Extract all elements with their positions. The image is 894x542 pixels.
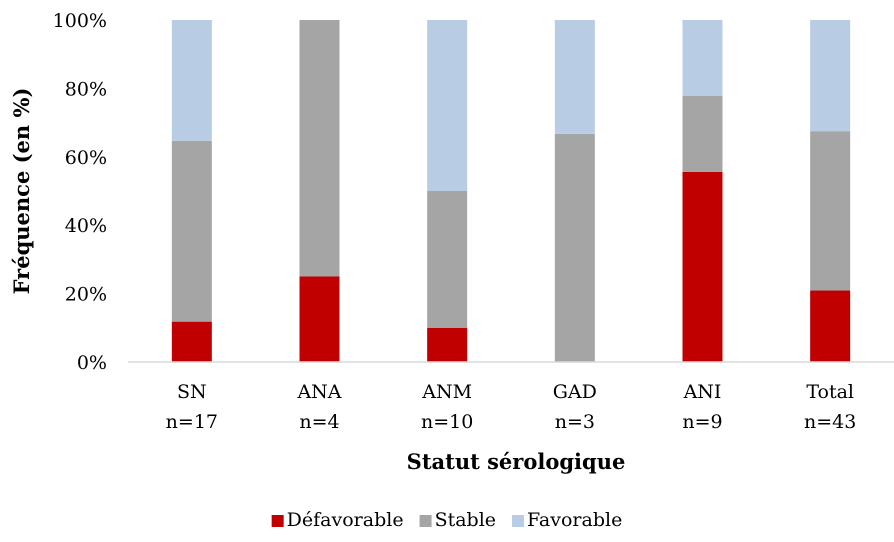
legend-label: Favorable (527, 509, 622, 531)
x-axis-title: Statut sérologique (407, 449, 626, 474)
bar-segment-favorable (682, 20, 723, 96)
x-category-label: ANI (683, 381, 722, 403)
legend-item: Défavorable (271, 509, 404, 531)
legend: Défavorable Stable Favorable (271, 509, 622, 531)
y-tick-label: 0% (77, 352, 107, 374)
bar-segment-stable (299, 20, 340, 277)
x-category-count: n=3 (555, 411, 595, 433)
bar-segment-stable (810, 131, 851, 291)
x-category-count: n=4 (299, 411, 339, 433)
bar-segment-favorable (171, 20, 212, 141)
bar-segment-d-favorable (810, 290, 851, 362)
x-category-count: n=17 (166, 411, 218, 433)
x-category-count: n=10 (421, 411, 473, 433)
bar-segment-stable (171, 140, 212, 322)
x-category-label: ANM (421, 381, 472, 403)
bar-segment-favorable (427, 20, 468, 191)
legend-label: Défavorable (287, 509, 404, 531)
y-tick-label: 20% (65, 284, 107, 306)
legend-item: Favorable (512, 509, 622, 531)
x-axis-ticks: SN n=17 ANA n=4 ANM n=10 GAD n=3 ANI n=9 Total n=43 (166, 381, 857, 433)
legend-item: Stable (419, 509, 496, 531)
bar-segment-favorable (810, 20, 851, 132)
y-tick-label: 100% (53, 10, 107, 32)
x-category-count: n=9 (682, 411, 722, 433)
y-tick-label: 60% (65, 147, 107, 169)
bar-segment-d-favorable (299, 276, 340, 362)
bar-segment-d-favorable (171, 321, 212, 362)
bars (171, 20, 851, 362)
y-axis-title: Fréquence (en %) (9, 88, 34, 295)
y-tick-label: 80% (65, 78, 107, 100)
legend-swatch (419, 515, 432, 527)
bar-segment-stable (554, 133, 595, 362)
legend-label: Stable (435, 509, 496, 531)
legend-swatch (271, 515, 284, 527)
bar-segment-d-favorable (427, 327, 468, 362)
x-category-label: SN (177, 381, 207, 403)
x-category-label: Total (806, 381, 854, 403)
x-category-label: ANA (296, 381, 341, 403)
y-axis-ticks: 0% 20% 40% 60% 80% 100% (53, 10, 107, 374)
x-category-label: GAD (553, 381, 597, 403)
bar-segment-stable (427, 191, 468, 328)
bar-segment-d-favorable (682, 171, 723, 362)
bar-segment-favorable (554, 20, 595, 134)
legend-swatch (512, 515, 525, 527)
x-category-count: n=43 (804, 411, 856, 433)
y-tick-label: 40% (65, 215, 107, 237)
bar-segment-stable (682, 95, 723, 172)
